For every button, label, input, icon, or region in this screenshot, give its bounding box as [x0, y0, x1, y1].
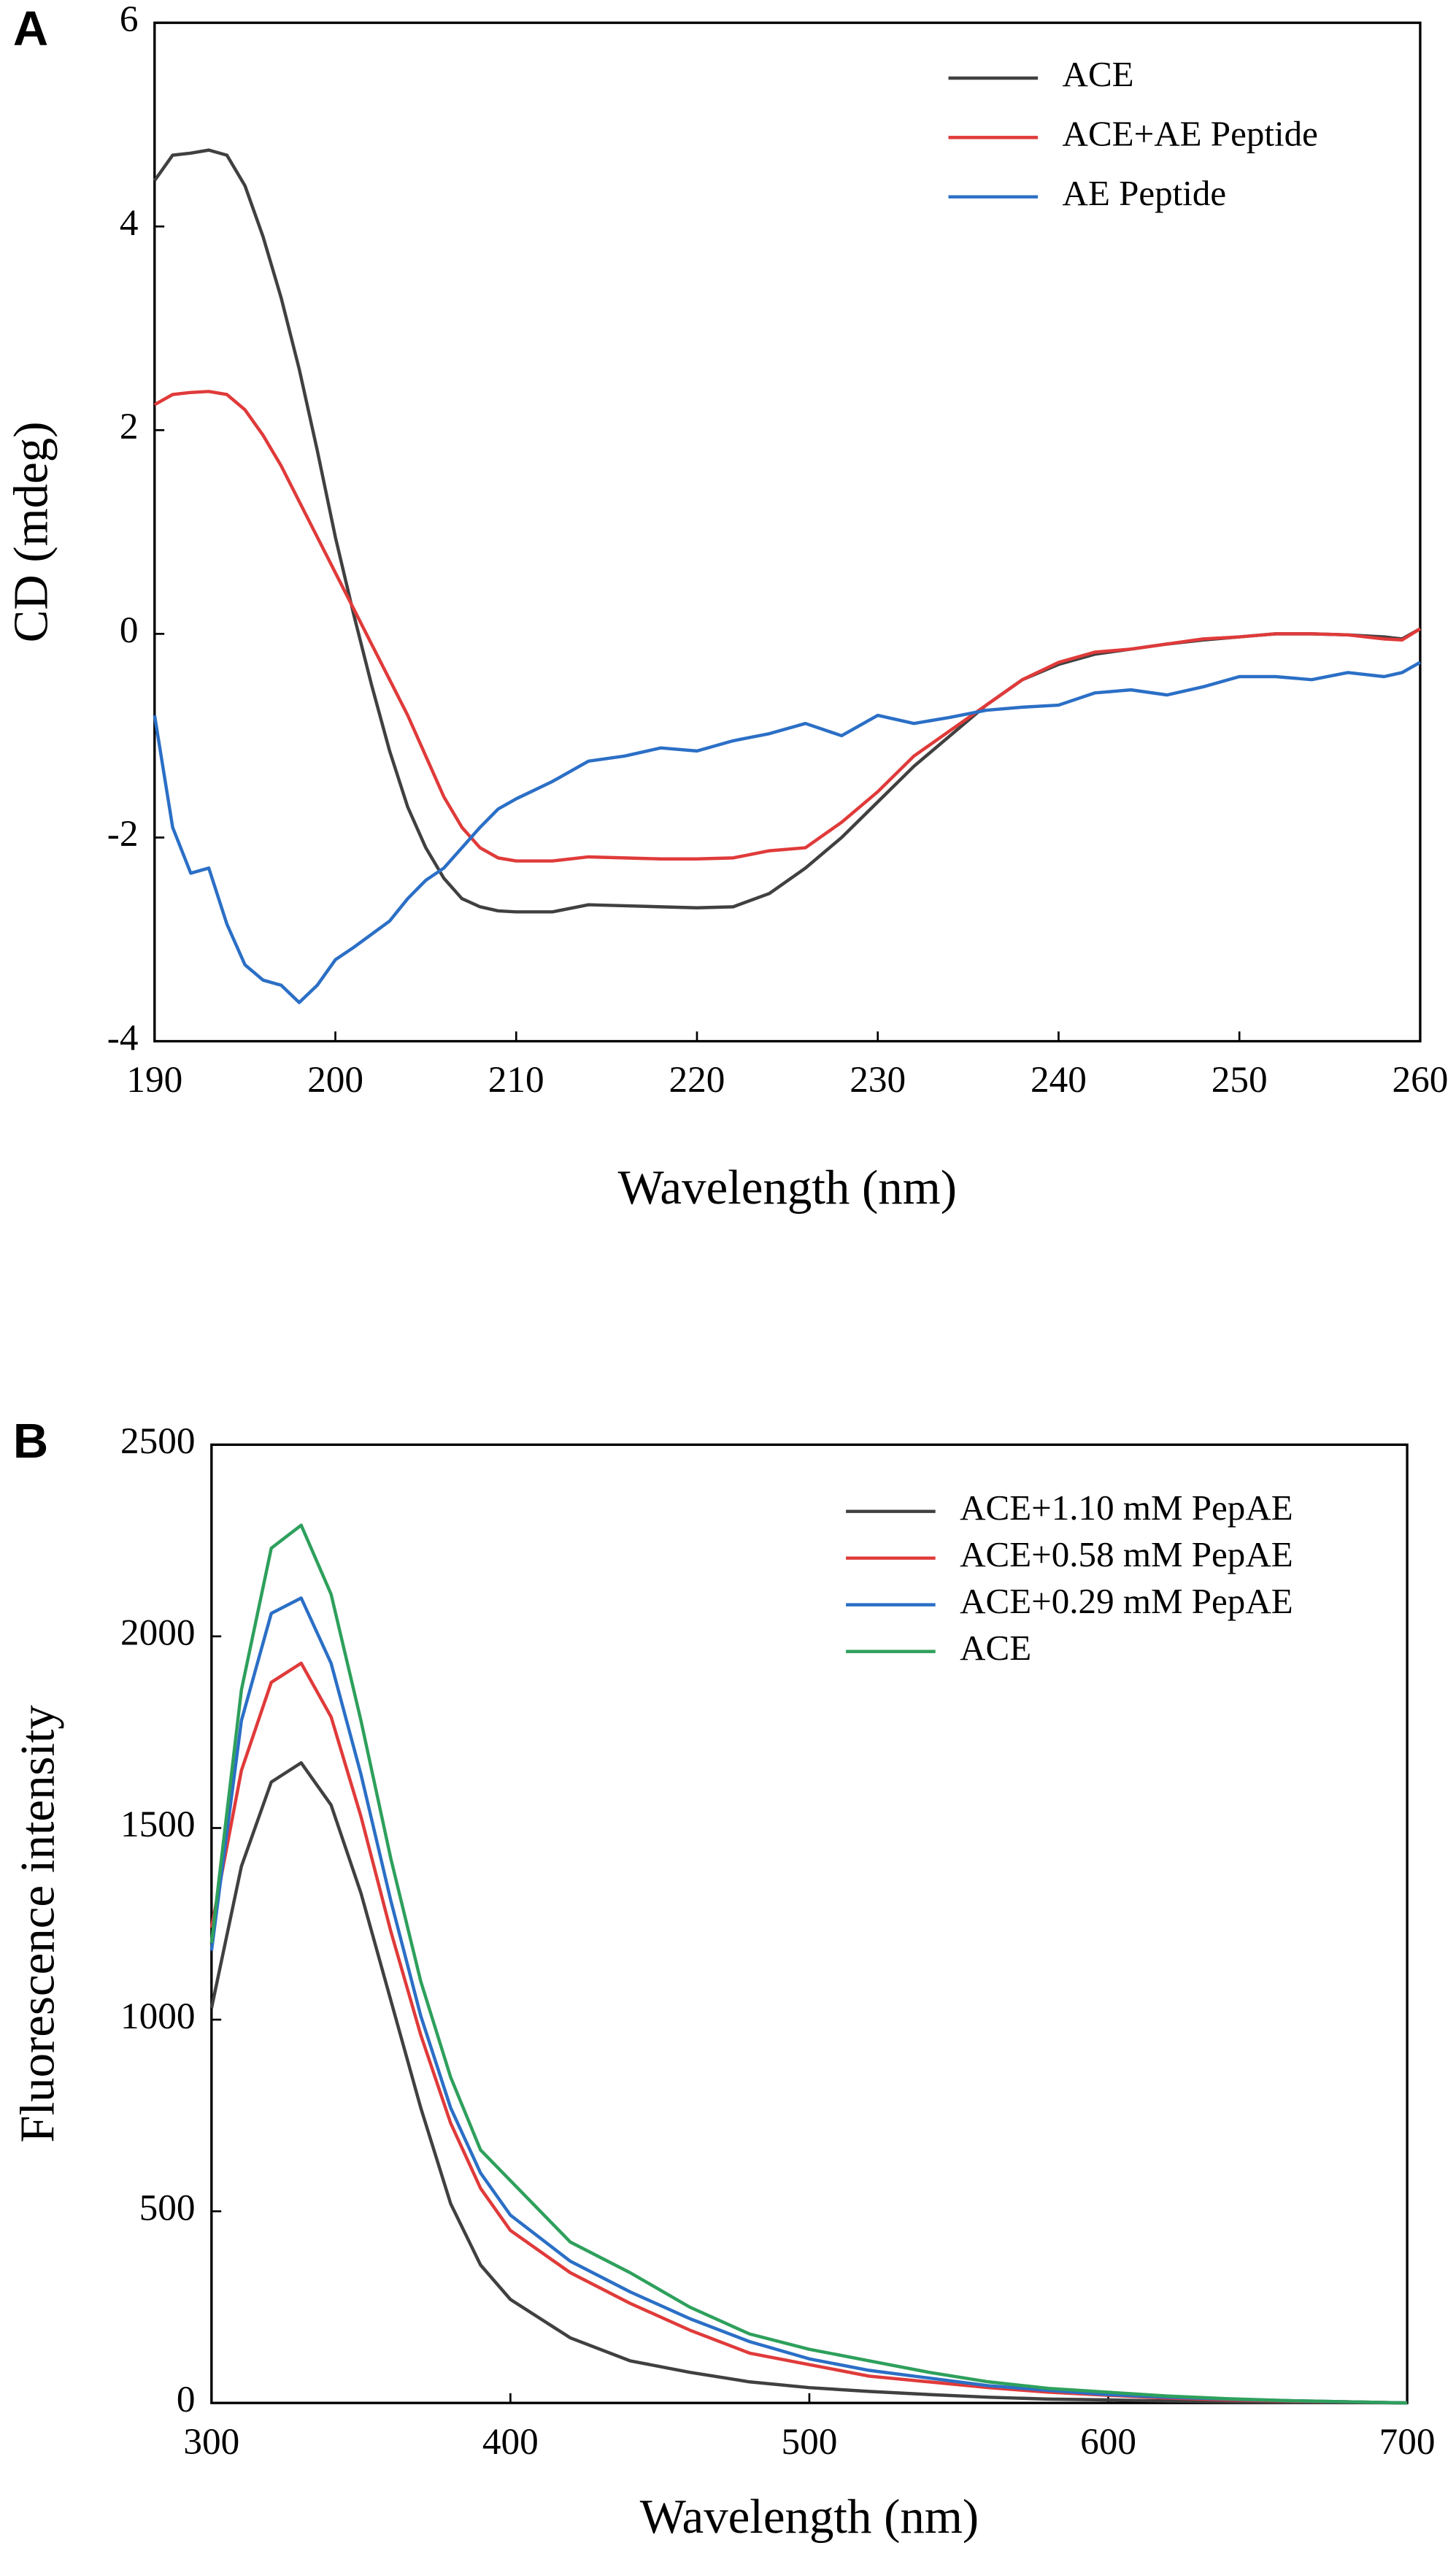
y-tick-label: 500	[139, 2187, 196, 2228]
y-axis-label: CD (mdeg)	[4, 422, 58, 643]
y-tick-label: -2	[107, 813, 139, 855]
x-tick-label: 600	[1080, 2421, 1136, 2463]
series-line	[209, 1523, 1408, 2405]
x-tick-label: 200	[307, 1059, 363, 1101]
x-tick-label: 500	[782, 2421, 838, 2463]
legend-label: ACE+1.10 mM PepAE	[960, 1488, 1293, 1528]
y-tick-label: 4	[120, 202, 139, 244]
y-tick-label: -4	[107, 1017, 139, 1058]
y-tick-label: 2	[120, 406, 139, 447]
x-tick-label: 230	[850, 1059, 906, 1101]
x-tick-label: 240	[1031, 1059, 1087, 1101]
y-tick-label: 2500	[120, 1420, 196, 1462]
y-tick-label: 0	[120, 609, 139, 651]
y-tick-label: 6	[120, 0, 139, 40]
x-tick-label: 210	[488, 1059, 544, 1101]
series-line	[209, 1761, 1408, 2405]
legend-label: ACE	[1063, 54, 1134, 94]
x-tick-label: 220	[669, 1059, 725, 1101]
y-tick-label: 1500	[120, 1804, 196, 1845]
x-axis-label: Wavelength (nm)	[618, 1161, 957, 1215]
x-tick-label: 190	[126, 1059, 182, 1101]
y-tick-label: 0	[177, 2379, 196, 2420]
x-tick-label: 300	[183, 2421, 239, 2463]
legend-label: ACE+0.58 mM PepAE	[960, 1534, 1293, 1574]
series-line	[153, 390, 1422, 863]
y-tick-label: 2000	[120, 1612, 196, 1654]
legend-label: ACE+AE Peptide	[1063, 114, 1318, 154]
panel-label: A	[13, 1, 48, 56]
series-line	[153, 661, 1422, 1004]
series-line	[209, 1661, 1408, 2405]
series-line	[153, 148, 1422, 914]
panel-label: B	[13, 1414, 48, 1469]
plot-frame	[153, 21, 1422, 1043]
y-axis-label: Fluorescence intensity	[10, 1704, 64, 2142]
legend-label: ACE+0.29 mM PepAE	[960, 1581, 1293, 1621]
x-tick-label: 260	[1392, 1059, 1448, 1101]
x-axis-label: Wavelength (nm)	[640, 2490, 979, 2544]
x-tick-label: 400	[482, 2421, 539, 2463]
legend-label: AE Peptide	[1063, 173, 1227, 213]
y-tick-label: 1000	[120, 1996, 196, 2037]
x-tick-label: 250	[1212, 1059, 1268, 1101]
legend-label: ACE	[960, 1628, 1031, 1668]
x-tick-label: 700	[1379, 2421, 1436, 2463]
